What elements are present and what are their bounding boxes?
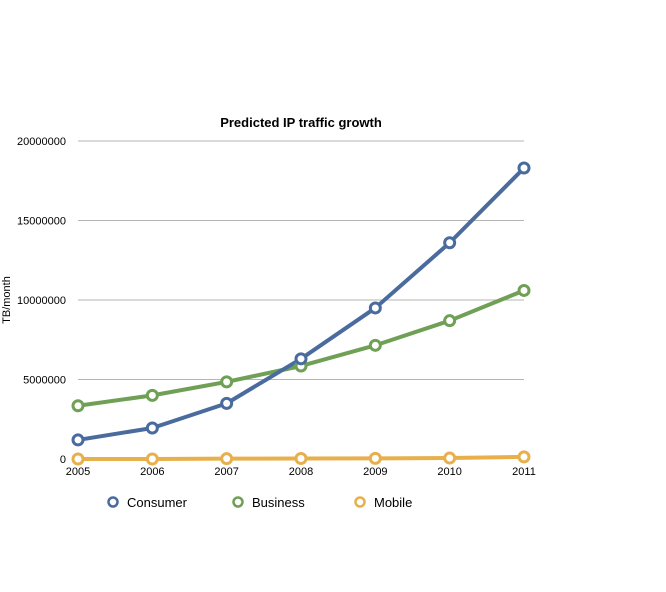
gridlines [78, 140, 524, 380]
legend-label-mobile: Mobile [374, 495, 412, 510]
point-mobile [368, 451, 382, 465]
x-tick-label: 2011 [512, 466, 536, 478]
series-line-business [76, 288, 526, 408]
point-business [517, 283, 531, 297]
x-tick-label: 2005 [66, 466, 90, 478]
point-mobile [145, 452, 159, 466]
y-axis-ticks: 0 5000000 10000000 15000000 20000000 [17, 136, 66, 466]
y-tick-label: 5000000 [23, 375, 66, 387]
point-mobile [443, 451, 457, 465]
point-consumer [368, 301, 382, 315]
x-tick-label: 2007 [214, 466, 238, 478]
point-mobile [294, 452, 308, 466]
x-axis-ticks: 2005 2006 2007 2008 2009 2010 2011 [66, 466, 536, 478]
point-mobile [517, 450, 531, 464]
x-tick-label: 2010 [437, 466, 461, 478]
y-axis-label: TB/month [1, 276, 13, 324]
legend-label-consumer: Consumer [127, 495, 188, 510]
point-consumer [145, 421, 159, 435]
y-tick-label: 10000000 [17, 295, 66, 307]
legend-marker-mobile [354, 496, 366, 508]
point-consumer [443, 236, 457, 250]
point-consumer [517, 161, 531, 175]
y-tick-label: 0 [60, 454, 66, 466]
point-consumer [294, 352, 308, 366]
y-tick-label: 15000000 [17, 216, 66, 228]
point-mobile [71, 452, 85, 466]
point-mobile [220, 452, 234, 466]
point-business [71, 399, 85, 413]
point-business [220, 375, 234, 389]
legend-marker-business [232, 496, 244, 508]
series-group [71, 161, 531, 466]
x-tick-label: 2008 [289, 466, 313, 478]
point-consumer [220, 396, 234, 410]
legend: Consumer Business Mobile [107, 495, 412, 510]
point-consumer [71, 433, 85, 447]
y-tick-label: 20000000 [17, 136, 66, 148]
chart-title: Predicted IP traffic growth [220, 115, 382, 130]
legend-marker-consumer [107, 496, 119, 508]
point-business [368, 338, 382, 352]
series-line-consumer [76, 166, 526, 442]
point-business [443, 314, 457, 328]
legend-label-business: Business [252, 495, 305, 510]
point-business [145, 388, 159, 402]
x-tick-label: 2009 [363, 466, 387, 478]
x-tick-label: 2006 [140, 466, 164, 478]
